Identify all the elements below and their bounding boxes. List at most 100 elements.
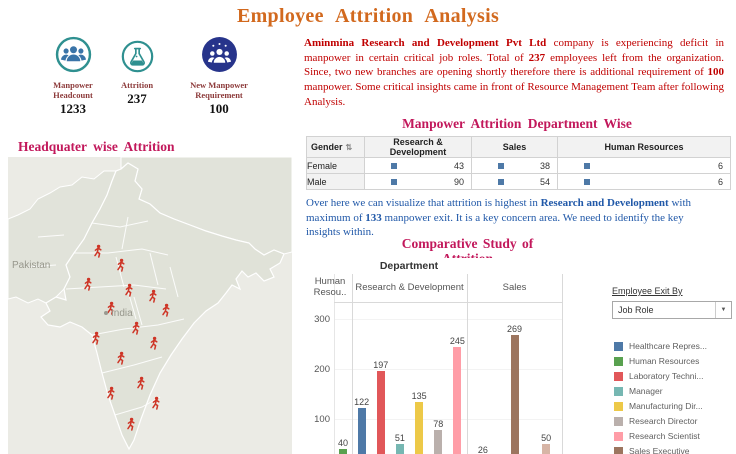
- page-title: Employee Attrition Analysis: [236, 5, 500, 27]
- attrition-count: 90: [453, 176, 464, 187]
- emphasis-text: 100: [707, 66, 725, 79]
- map-label-india: India: [104, 308, 133, 319]
- legend-item[interactable]: Research Scientist: [614, 430, 700, 442]
- bar-value-label: 269: [506, 323, 523, 334]
- column-header-gender[interactable]: Gender ⇅: [306, 136, 365, 158]
- pane-header[interactable]: Sales: [502, 281, 527, 293]
- bar[interactable]: [357, 408, 366, 454]
- legend-swatch: [614, 431, 623, 441]
- bar[interactable]: [376, 370, 385, 454]
- pane-divider: [334, 274, 335, 454]
- attrition-person-marker[interactable]: [132, 321, 140, 335]
- legend-item[interactable]: Sales Executive: [614, 445, 689, 454]
- table-title: Manpower Attrition Department Wise: [402, 116, 632, 131]
- bar[interactable]: [434, 430, 443, 454]
- square-mark-icon[interactable]: [584, 162, 590, 169]
- legend-item[interactable]: Human Resources: [614, 355, 699, 367]
- sort-icon[interactable]: ⇅: [345, 143, 353, 152]
- chevron-down-icon[interactable]: ▼: [715, 302, 731, 318]
- department-axis-label: Department: [379, 260, 439, 272]
- attrition-person-marker[interactable]: [137, 376, 145, 390]
- attrition-person-marker[interactable]: [117, 258, 125, 272]
- emphasis-text: 133: [365, 211, 382, 224]
- pane-divider: [352, 274, 353, 454]
- attrition-person-marker[interactable]: [152, 396, 160, 410]
- attrition-person-marker[interactable]: [117, 351, 125, 365]
- bar[interactable]: [453, 346, 462, 454]
- kpi-value: 1233: [60, 101, 86, 117]
- attrition-person-marker[interactable]: [125, 283, 133, 297]
- job-role-dropdown[interactable]: Job Role ▼: [612, 301, 732, 319]
- attrition-person-marker[interactable]: [107, 301, 115, 315]
- filter-title: Employee Exit By: [612, 286, 683, 296]
- city-marker-icon: [104, 311, 108, 316]
- column-header-label: Sales: [502, 142, 527, 152]
- square-mark-icon[interactable]: [391, 178, 397, 185]
- attrition-person-marker[interactable]: [149, 289, 157, 303]
- attrition-person-marker[interactable]: [127, 417, 135, 431]
- legend-panel: Employee Exit By Job Role ▼ Healthcare R…: [612, 286, 734, 454]
- attrition-person-marker[interactable]: [84, 277, 92, 291]
- table-row: Male 90 54 6: [306, 173, 731, 190]
- square-mark-icon[interactable]: [498, 178, 504, 185]
- pane-divider: [562, 274, 563, 454]
- square-mark-icon[interactable]: [584, 178, 590, 185]
- bar-value-label: 78: [433, 419, 444, 429]
- legend-label: Laboratory Techni...: [629, 371, 704, 381]
- legend-item[interactable]: Healthcare Repres...: [614, 340, 707, 352]
- gender-row-label[interactable]: Female: [306, 157, 365, 174]
- legend-item[interactable]: Manager: [614, 385, 663, 397]
- attrition-person-marker[interactable]: [150, 336, 158, 350]
- bar[interactable]: [339, 449, 347, 454]
- attrition-person-marker[interactable]: [107, 386, 115, 400]
- legend-label: Human Resources: [629, 356, 700, 366]
- body-text: company is experiencing deficit in manpo…: [304, 37, 724, 64]
- bar-value-label: 245: [449, 335, 465, 346]
- bar[interactable]: [510, 334, 519, 454]
- header-divider: [334, 302, 562, 303]
- bar[interactable]: [542, 444, 551, 454]
- attrition-person-marker[interactable]: [92, 331, 100, 345]
- column-header[interactable]: Sales: [471, 136, 558, 158]
- square-mark-icon[interactable]: [391, 162, 397, 169]
- y-axis-tick: 100: [314, 414, 330, 425]
- column-header-label: Human Resources: [604, 142, 684, 152]
- table-cell: 43: [364, 157, 472, 174]
- attrition-count: 6: [717, 160, 723, 171]
- bar-value-label: 40: [337, 438, 348, 448]
- legend-swatch: [614, 446, 623, 454]
- chart-title-line1: Comparative Study of: [401, 236, 534, 251]
- table-row: Female 43 38 6: [306, 157, 731, 174]
- column-header[interactable]: Human Resources: [557, 136, 731, 158]
- dropdown-selected-value: Job Role: [618, 305, 654, 315]
- headquarter-map[interactable]: Pakistan India: [8, 157, 292, 454]
- column-header-label: Gender: [311, 142, 343, 152]
- column-header[interactable]: Research & Development: [364, 136, 472, 158]
- gridline: [334, 319, 562, 320]
- legend-label: Research Director: [629, 416, 698, 426]
- emphasis-text: Research and Development: [540, 197, 669, 209]
- body-text: manpower exit. It is a key concern area.…: [306, 211, 684, 239]
- pane-divider: [467, 274, 468, 454]
- bar-value-label: 122: [354, 397, 370, 407]
- body-text: with maximum of: [306, 197, 692, 224]
- legend-item[interactable]: Laboratory Techni...: [614, 370, 704, 382]
- kpi-value: 237: [127, 91, 147, 107]
- bar-value-label: 51: [394, 432, 405, 443]
- attrition-person-marker[interactable]: [162, 303, 170, 317]
- legend-item[interactable]: Manufacturing Dir...: [614, 400, 703, 412]
- legend-item[interactable]: Research Director: [614, 415, 698, 427]
- kpi-label: New Manpower Requirement: [190, 80, 248, 101]
- flask-icon: [121, 40, 154, 73]
- attrition-person-marker[interactable]: [94, 244, 102, 258]
- pane-header[interactable]: Human Resou..: [313, 276, 347, 298]
- square-mark-icon[interactable]: [498, 162, 504, 169]
- y-axis-tick: 200: [314, 364, 330, 375]
- gender-row-label[interactable]: Male: [306, 173, 365, 190]
- table-cell: 54: [471, 173, 558, 190]
- pane-header[interactable]: Research & Development: [355, 281, 464, 293]
- bar[interactable]: [395, 443, 404, 454]
- gridline: [334, 369, 562, 370]
- bar[interactable]: [415, 401, 424, 454]
